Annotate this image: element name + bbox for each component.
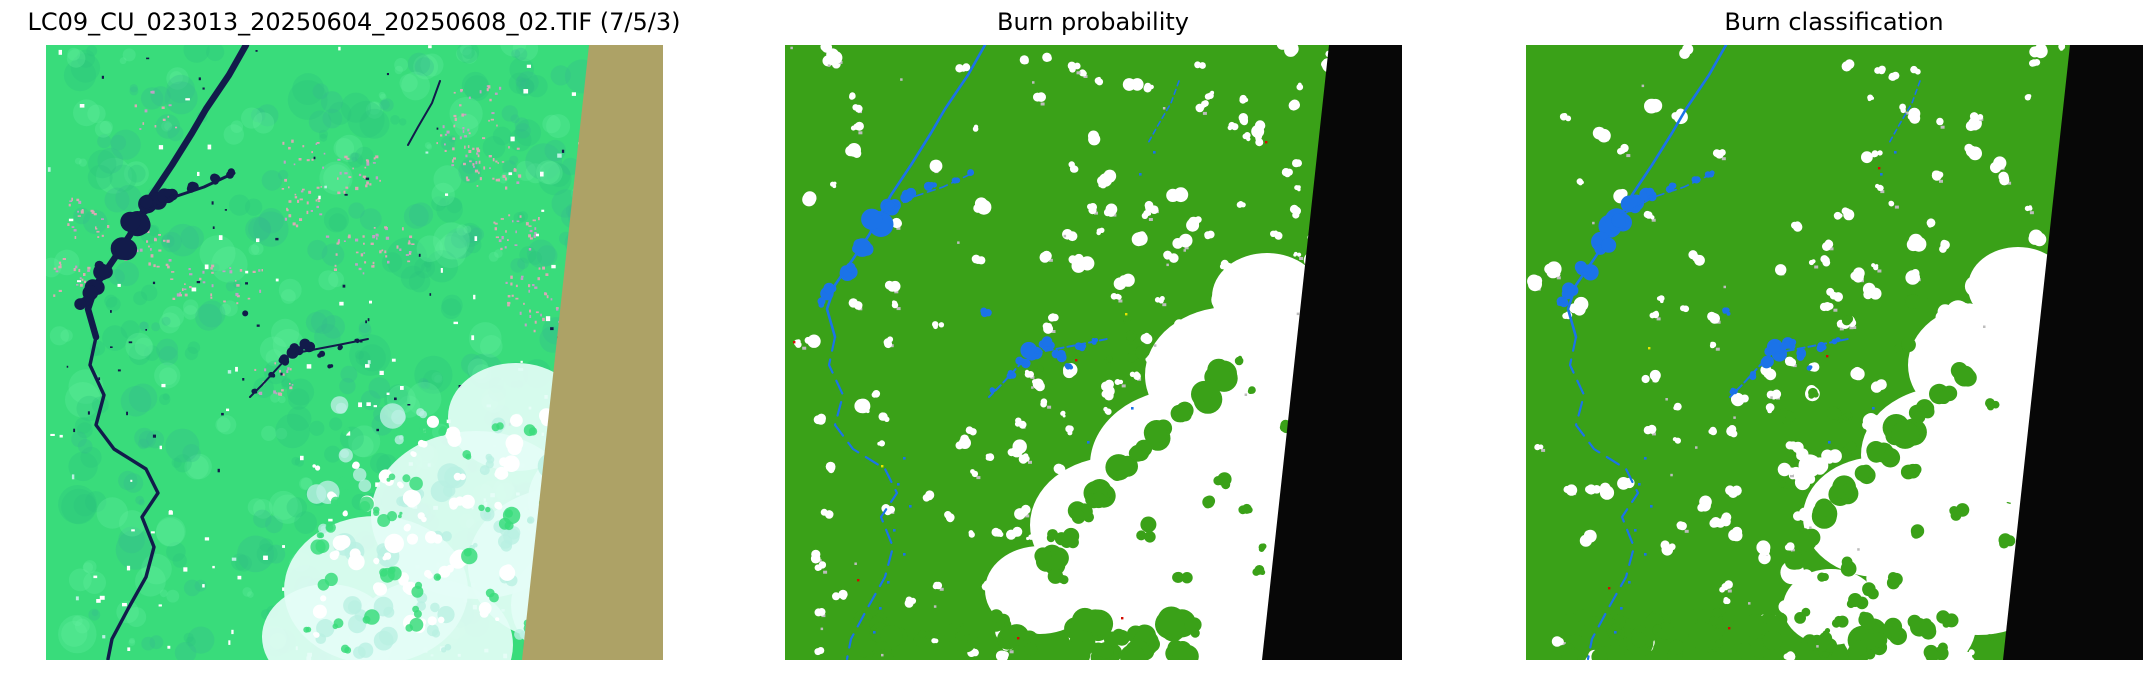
burn-classification-map-image	[1526, 45, 2143, 660]
burn-probability-panel	[785, 45, 1402, 660]
burn-classification-title: Burn classification	[1724, 8, 1944, 36]
composite-panel	[46, 45, 663, 660]
burn-probability-map-image	[785, 45, 1402, 660]
composite-panel-title: LC09_CU_023013_20250604_20250608_02.TIF …	[27, 8, 681, 36]
burn-classification-panel	[1526, 45, 2143, 660]
false-color-composite-image	[46, 45, 663, 660]
burn-probability-title: Burn probability	[996, 8, 1190, 36]
